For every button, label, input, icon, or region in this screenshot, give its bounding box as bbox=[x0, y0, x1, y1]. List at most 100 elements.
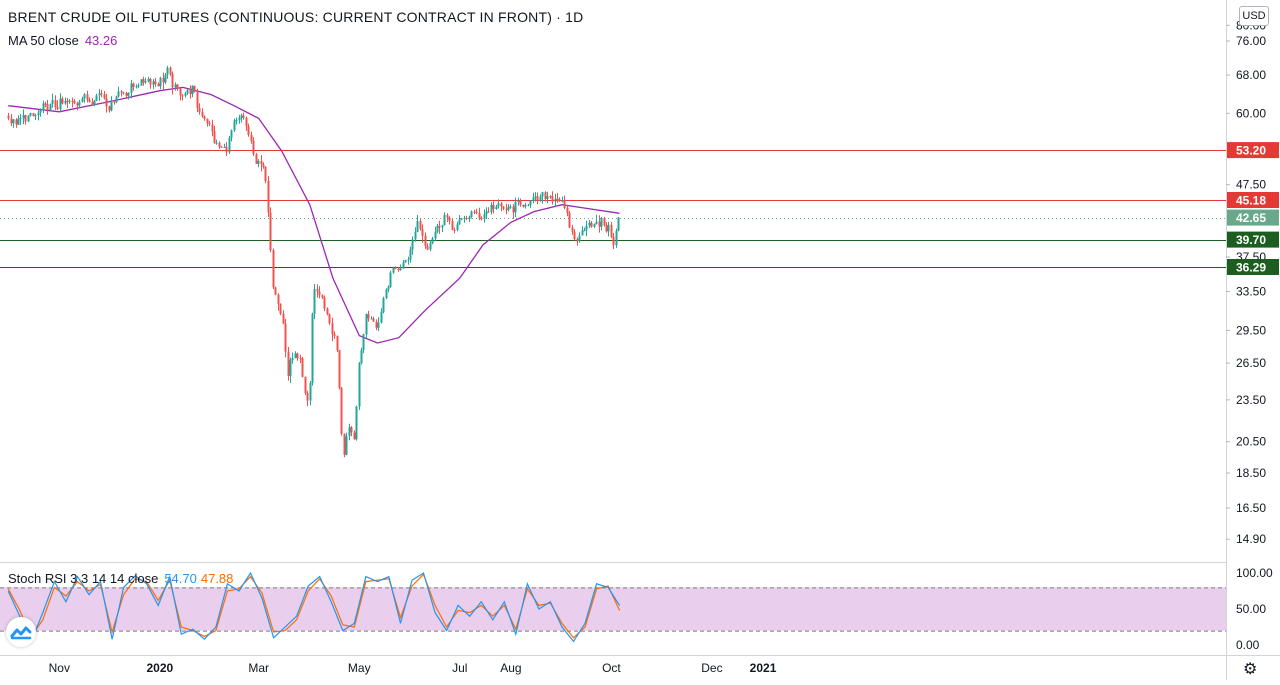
candle-body bbox=[250, 135, 253, 142]
gear-icon[interactable]: ⚙ bbox=[1243, 661, 1258, 678]
candle-body bbox=[497, 203, 500, 207]
candle-body bbox=[475, 212, 478, 214]
candle-body bbox=[264, 166, 267, 181]
candle-body bbox=[223, 146, 226, 148]
tradingview-logo-icon-shape bbox=[10, 626, 32, 640]
candle-body bbox=[98, 93, 101, 96]
candle-body bbox=[595, 221, 598, 224]
candle-body bbox=[492, 205, 495, 209]
candle-body bbox=[451, 221, 454, 230]
price-axis-label: 23.50 bbox=[1236, 393, 1266, 407]
candle-body bbox=[443, 214, 446, 226]
candle-body bbox=[581, 230, 584, 236]
candle-body bbox=[615, 230, 618, 246]
candle-body bbox=[309, 383, 312, 401]
candle-body bbox=[487, 211, 490, 213]
candle-body bbox=[181, 95, 184, 97]
candle-body bbox=[321, 295, 324, 298]
candle-body bbox=[54, 99, 57, 108]
candle-body bbox=[113, 101, 116, 103]
candle-body bbox=[277, 294, 280, 304]
candle-body bbox=[235, 120, 238, 121]
candle-body bbox=[267, 181, 270, 213]
candle-body bbox=[382, 298, 385, 312]
candle-body bbox=[561, 200, 564, 202]
stoch-rsi-label: Stoch RSI 3 3 14 14 close bbox=[8, 571, 159, 586]
candle-body bbox=[169, 67, 172, 74]
tradingview-logo-icon[interactable] bbox=[6, 617, 36, 647]
candle-body bbox=[117, 91, 120, 97]
candle-body bbox=[157, 83, 160, 87]
candle-body bbox=[514, 201, 517, 213]
candle-body bbox=[86, 94, 89, 100]
candle-body bbox=[563, 200, 566, 208]
candle-body bbox=[83, 94, 86, 99]
candle-body bbox=[431, 238, 434, 244]
level-badge-53-20-bg bbox=[1227, 142, 1279, 159]
candle-body bbox=[593, 224, 596, 227]
candle-body bbox=[576, 239, 579, 242]
candle-body bbox=[287, 351, 290, 376]
time-axis-label: Aug bbox=[500, 661, 521, 675]
candle-body bbox=[32, 113, 35, 117]
candle-body bbox=[19, 118, 22, 120]
candle-body bbox=[186, 89, 189, 94]
candle-body bbox=[240, 115, 243, 118]
candle-body bbox=[294, 353, 297, 359]
candle-body bbox=[318, 291, 321, 296]
candle-body bbox=[296, 353, 299, 359]
stoch-rsi-axis-label: 0.00 bbox=[1236, 638, 1260, 652]
candle-body bbox=[242, 115, 245, 118]
candle-body bbox=[399, 268, 402, 271]
currency-button[interactable]: USD bbox=[1239, 6, 1269, 26]
candle-body bbox=[336, 335, 339, 351]
ma-label: MA 50 close bbox=[8, 33, 79, 48]
stoch-rsi-d-value: 47.88 bbox=[200, 571, 234, 586]
candle-body bbox=[456, 224, 459, 231]
candle-body bbox=[578, 235, 581, 242]
stoch-rsi-axis-label: 50.00 bbox=[1236, 602, 1266, 616]
level-badge-45-18-bg bbox=[1227, 192, 1279, 208]
candle-body bbox=[179, 88, 182, 96]
candle-body bbox=[15, 119, 18, 125]
candle-body bbox=[95, 95, 98, 101]
candle-body bbox=[380, 311, 383, 323]
candle-body bbox=[27, 115, 30, 122]
candle-body bbox=[549, 196, 552, 198]
candle-body bbox=[367, 314, 370, 319]
time-axis-label: Oct bbox=[602, 661, 621, 675]
candle-body bbox=[340, 387, 343, 434]
candle-body bbox=[590, 222, 593, 227]
candle-body bbox=[419, 221, 422, 230]
candle-body bbox=[189, 89, 192, 95]
ma-50-line bbox=[8, 86, 620, 344]
level-badge-36-29: 36.29 bbox=[1236, 261, 1266, 275]
candle-body bbox=[392, 267, 395, 273]
last-price-badge-bg bbox=[1227, 209, 1279, 226]
candle-body bbox=[385, 289, 388, 299]
candle-body bbox=[536, 196, 539, 201]
candle-body bbox=[473, 211, 476, 213]
candle-body bbox=[544, 192, 547, 199]
candle-body bbox=[213, 131, 216, 143]
candle-body bbox=[46, 104, 49, 111]
candle-body bbox=[282, 313, 285, 324]
candle-body bbox=[120, 91, 123, 93]
price-axis-label: 26.50 bbox=[1236, 356, 1266, 370]
stoch-rsi-axis-label: 100.00 bbox=[1236, 566, 1273, 580]
candle-body bbox=[125, 93, 128, 96]
candle-body bbox=[490, 205, 493, 213]
candle-body bbox=[220, 146, 223, 148]
time-axis-label: Nov bbox=[49, 661, 70, 675]
candle-body bbox=[355, 406, 358, 440]
candle-body bbox=[201, 112, 204, 117]
candle-body bbox=[495, 206, 498, 209]
candle-body bbox=[421, 229, 424, 236]
candle-body bbox=[527, 204, 530, 206]
candle-body bbox=[468, 216, 471, 219]
candle-body bbox=[370, 318, 373, 320]
candle-body bbox=[529, 200, 532, 205]
